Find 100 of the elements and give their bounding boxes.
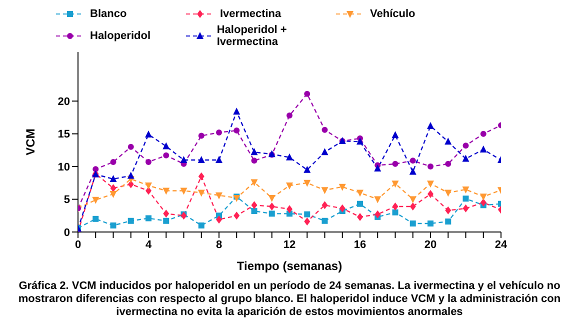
point xyxy=(445,160,452,167)
x-tick-label: 4 xyxy=(145,238,152,251)
point xyxy=(146,186,152,195)
point xyxy=(163,152,170,158)
legend-label: Ivermectina xyxy=(220,8,282,20)
point xyxy=(322,218,328,224)
point xyxy=(234,212,240,220)
point xyxy=(304,211,310,218)
point xyxy=(392,209,398,216)
y-tick-label: 5 xyxy=(64,194,70,206)
point xyxy=(250,148,258,156)
x-tick-label: 24 xyxy=(494,238,508,251)
point xyxy=(216,216,222,224)
point xyxy=(410,202,416,210)
x-tick-label: 20 xyxy=(424,238,437,251)
point xyxy=(444,190,452,197)
point xyxy=(356,138,364,145)
point xyxy=(410,158,416,164)
y-tick-label: 20 xyxy=(58,96,70,108)
point xyxy=(357,200,363,207)
point xyxy=(145,130,152,138)
point xyxy=(198,156,205,163)
point xyxy=(357,212,363,221)
point xyxy=(110,191,117,198)
point xyxy=(321,187,328,194)
point xyxy=(462,186,470,194)
point xyxy=(286,182,293,190)
point xyxy=(198,132,204,139)
point xyxy=(339,204,346,212)
point xyxy=(251,201,258,210)
point xyxy=(250,179,258,186)
point xyxy=(128,180,134,188)
x-tick-label: 8 xyxy=(216,238,222,251)
point xyxy=(338,184,346,191)
point xyxy=(162,142,170,150)
point xyxy=(110,158,116,165)
point xyxy=(198,222,204,228)
point xyxy=(286,205,292,214)
point xyxy=(92,166,99,172)
point xyxy=(233,108,240,115)
point xyxy=(268,194,276,202)
point xyxy=(462,154,470,162)
point xyxy=(409,196,416,204)
text: Gráfica 2. VCM inducidos por haloperidol en un período de 24 semanas. La ivermectina y el vehículo no mostraron diferencias con respecto al grupo blanco. El haloperidol induce VCM y la administración con ivermectina no evita la aparición de estos movimientos anormales xyxy=(17,279,562,319)
x-tick-label: 0 xyxy=(74,238,82,251)
point xyxy=(374,210,381,218)
point xyxy=(374,196,382,204)
point xyxy=(251,208,258,214)
point xyxy=(392,180,399,188)
point xyxy=(409,168,416,175)
point xyxy=(428,190,434,198)
x-axis-title: Tiempo (semanas) xyxy=(236,259,342,273)
point xyxy=(198,190,205,197)
point xyxy=(146,215,152,222)
point xyxy=(216,156,222,163)
point xyxy=(251,158,258,164)
point xyxy=(198,172,204,180)
point xyxy=(145,182,152,190)
point xyxy=(462,196,469,202)
point xyxy=(428,164,434,170)
point xyxy=(444,138,452,145)
point xyxy=(480,146,487,153)
point xyxy=(268,210,275,217)
point xyxy=(128,218,134,224)
x-tick-label: 12 xyxy=(283,238,296,251)
point xyxy=(462,142,469,149)
point xyxy=(127,172,134,179)
point xyxy=(216,130,222,136)
point xyxy=(180,212,187,220)
point xyxy=(92,216,99,222)
point xyxy=(445,206,452,214)
point xyxy=(322,201,328,210)
point xyxy=(162,188,170,195)
point xyxy=(322,126,328,133)
point xyxy=(304,166,311,173)
y-tick-label: 0 xyxy=(64,226,70,239)
point xyxy=(445,218,452,225)
point xyxy=(321,148,328,156)
point xyxy=(180,156,188,163)
point xyxy=(462,204,469,212)
point xyxy=(427,180,434,188)
point xyxy=(428,220,434,226)
point xyxy=(480,130,486,137)
point xyxy=(392,202,398,210)
point xyxy=(392,131,399,138)
point xyxy=(92,196,100,204)
legend-label: Vehículo xyxy=(370,8,416,20)
point xyxy=(216,192,222,200)
point xyxy=(356,190,364,197)
legend-label: Haloperidol + Ivermectina xyxy=(216,24,288,48)
point xyxy=(286,112,292,118)
point xyxy=(146,158,152,165)
point xyxy=(234,128,240,134)
point xyxy=(304,90,310,97)
y-tick-label: 10 xyxy=(58,161,70,174)
point xyxy=(427,122,434,129)
point xyxy=(110,174,117,182)
point xyxy=(180,188,188,195)
legend-label: Haloperidol xyxy=(90,30,151,42)
point xyxy=(268,202,275,210)
